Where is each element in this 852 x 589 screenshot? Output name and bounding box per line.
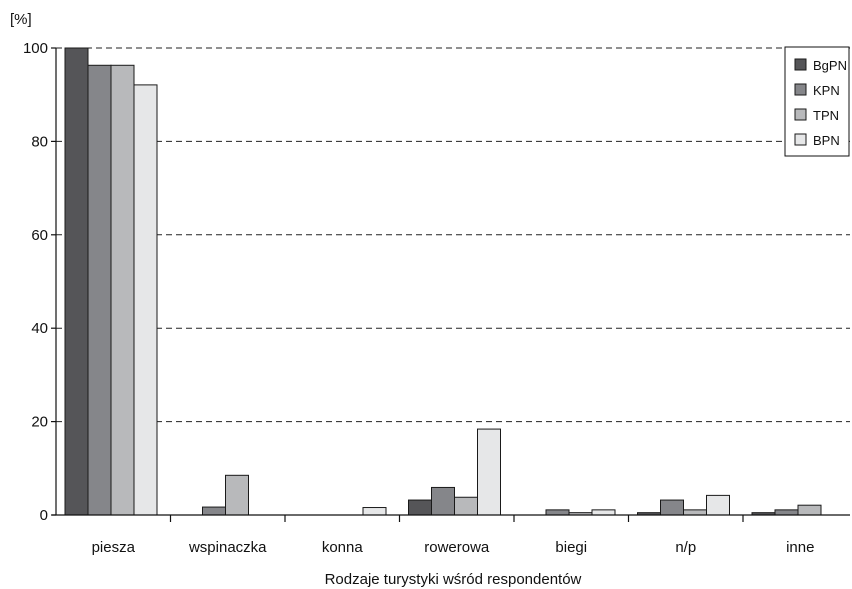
bar xyxy=(87,64,112,516)
y-tick-label: 40 xyxy=(31,320,48,337)
y-tick-label: 100 xyxy=(23,40,48,57)
bar xyxy=(64,47,89,516)
legend: BgPN KPN TPN BPN xyxy=(784,46,850,157)
bar xyxy=(454,496,478,516)
x-tick-label: inne xyxy=(786,539,814,556)
bar xyxy=(225,474,249,516)
y-tick-label: 60 xyxy=(31,227,48,244)
bar xyxy=(683,509,707,516)
x-tick-label: wspinaczka xyxy=(188,539,267,556)
bar xyxy=(706,494,730,516)
legend-label: KPN xyxy=(813,83,840,98)
x-tick-label: rowerowa xyxy=(424,539,490,556)
bars xyxy=(64,47,822,516)
bar xyxy=(133,84,158,516)
legend-label: BPN xyxy=(813,133,840,148)
x-tick-label: piesza xyxy=(92,539,136,556)
tick-labels: 0 20 40 60 80 100 piesza wspinaczka konna rowerow… xyxy=(23,40,814,556)
bar xyxy=(545,509,570,516)
bar xyxy=(431,486,455,516)
bar xyxy=(362,507,387,516)
bar xyxy=(797,504,822,516)
legend-swatch xyxy=(794,108,807,121)
y-tick-label: 80 xyxy=(31,133,48,150)
x-tick-label: biegi xyxy=(555,539,587,556)
bar xyxy=(477,428,501,516)
bar xyxy=(408,499,432,516)
legend-label: TPN xyxy=(813,108,839,123)
y-axis-label: [%] xyxy=(10,11,32,28)
axes xyxy=(51,47,850,522)
legend-swatch xyxy=(794,58,807,71)
legend-swatch xyxy=(794,83,807,96)
bar xyxy=(591,509,616,516)
x-tick-label: konna xyxy=(322,539,364,556)
legend-label: BgPN xyxy=(813,58,847,73)
bar xyxy=(660,499,684,516)
x-tick-label: n/p xyxy=(675,539,696,556)
bar xyxy=(110,64,135,516)
gridlines xyxy=(56,47,850,423)
legend-swatch xyxy=(794,133,807,146)
y-tick-label: 20 xyxy=(31,414,48,431)
bar xyxy=(774,509,799,516)
x-axis-label: Rodzaje turystyki wśród respondentów xyxy=(325,571,582,588)
y-tick-label: 0 xyxy=(40,507,48,524)
bar xyxy=(202,506,226,516)
